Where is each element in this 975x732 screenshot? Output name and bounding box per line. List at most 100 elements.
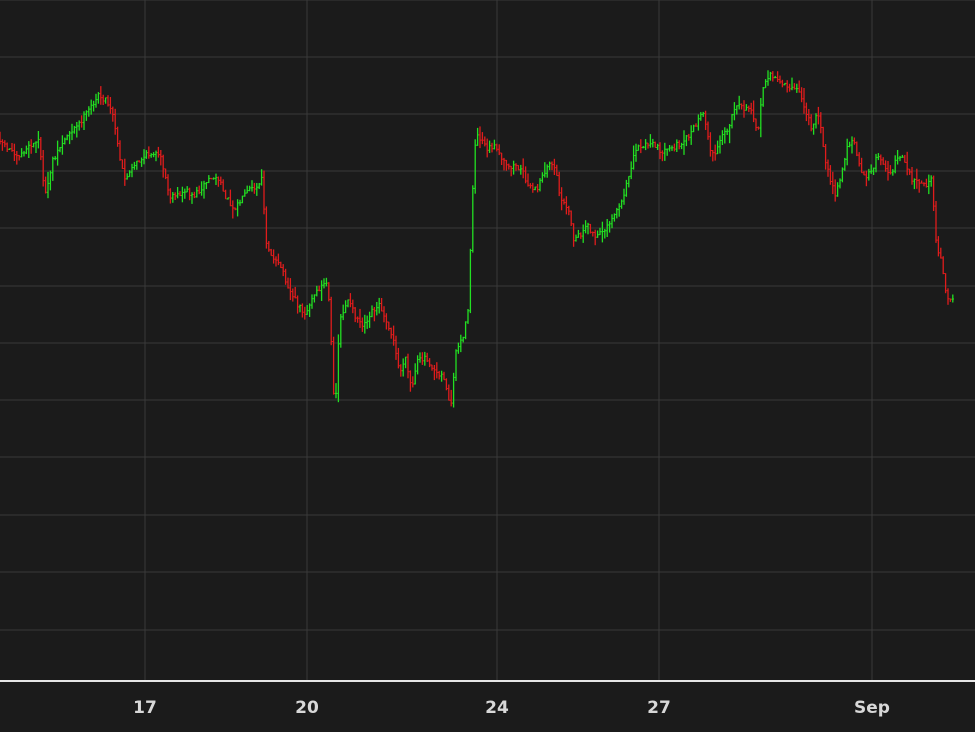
ohlc-bar [243, 189, 246, 197]
ohlc-bar [591, 231, 594, 237]
ohlc-bar [445, 378, 448, 391]
ohlc-bar [733, 102, 736, 121]
ohlc-bar [147, 146, 150, 159]
ohlc-bar [327, 282, 330, 302]
ohlc-bar [481, 132, 484, 145]
ohlc-bar [301, 303, 304, 318]
ohlc-bar [75, 122, 78, 138]
ohlc-bar [409, 370, 412, 392]
ohlc-bar [430, 364, 434, 371]
ohlc-bar [56, 140, 59, 166]
ohlc-bar [22, 150, 26, 157]
ohlc-bar [582, 224, 585, 243]
ohlc-bar [92, 100, 95, 112]
ohlc-bar [6, 142, 9, 152]
ohlc-bar [200, 181, 203, 196]
ohlc-bar [212, 177, 215, 180]
ohlc-bar [8, 148, 11, 150]
ohlc-bar [889, 165, 892, 175]
ohlc-bar [668, 145, 671, 152]
ohlc-bar [277, 253, 280, 266]
ohlc-bar [601, 221, 604, 243]
ohlc-bar [534, 186, 537, 191]
ohlc-bar [584, 220, 587, 234]
ohlc-bar [651, 138, 654, 148]
ohlc-bar [34, 141, 38, 153]
ohlc-bar [42, 150, 45, 187]
ohlc-bar [730, 114, 734, 129]
ohlc-bar [265, 206, 268, 249]
ohlc-bar [171, 192, 174, 203]
ohlc-bar [673, 143, 676, 152]
ohlc-bar [555, 164, 558, 177]
ohlc-bar [567, 205, 570, 216]
ohlc-bar [776, 71, 779, 82]
ohlc-bar [687, 133, 690, 141]
ohlc-bar [925, 178, 928, 188]
ohlc-bar [190, 192, 194, 204]
ohlc-bar [58, 147, 62, 153]
ohlc-bar [810, 114, 813, 132]
ohlc-bar [694, 123, 698, 127]
ohlc-bar [781, 79, 784, 88]
ohlc-bar [934, 201, 938, 243]
ohlc-bar [478, 126, 482, 149]
ohlc-bar [589, 223, 592, 234]
ohlc-bar [613, 213, 616, 222]
ohlc-bar [135, 160, 138, 170]
ohlc-bar [495, 143, 498, 152]
ohlc-bar [586, 222, 590, 235]
ohlc-bar [522, 158, 525, 179]
ohlc-bar [370, 305, 374, 318]
ohlc-bar [462, 336, 465, 343]
ohlc-bar [500, 152, 503, 165]
ohlc-bar [654, 141, 657, 148]
ohlc-bar [860, 157, 863, 174]
ohlc-bar [241, 195, 244, 204]
ohlc-bar [284, 268, 287, 285]
ohlc-bar [118, 140, 122, 161]
ohlc-bar [104, 97, 107, 104]
ohlc-bar [834, 179, 837, 202]
ohlc-bar [565, 196, 568, 215]
ohlc-bar [884, 160, 887, 172]
ohlc-bar [625, 179, 628, 197]
ohlc-bar [735, 105, 738, 115]
ohlc-bar [126, 173, 129, 180]
ohlc-bar [836, 182, 839, 197]
ohlc-bar [438, 370, 441, 380]
ohlc-bar [642, 146, 645, 149]
ohlc-bar [174, 192, 177, 200]
ohlc-bar [632, 145, 635, 170]
ohlc-bar [202, 180, 206, 199]
ohlc-bar [15, 151, 18, 165]
ohlc-bar [603, 228, 606, 239]
ohlc-bar [394, 335, 398, 360]
ohlc-bar [411, 376, 414, 388]
ohlc-bar [303, 306, 306, 320]
ohlc-bar [358, 308, 362, 328]
ohlc-bar [274, 256, 278, 267]
ohlc-bar [723, 127, 726, 144]
ohlc-bar [181, 186, 184, 203]
ohlc-bar [886, 161, 890, 181]
ohlc-bar [123, 158, 126, 186]
ohlc-bar [315, 285, 318, 297]
ohlc-bar [865, 170, 868, 187]
ohlc-bar [378, 297, 381, 314]
ohlc-bar [322, 278, 326, 289]
ohlc-bar [637, 144, 640, 151]
ohlc-bar [742, 100, 746, 118]
ohlc-bar [598, 227, 602, 236]
ohlc-bar [822, 126, 825, 148]
ohlc-bar [188, 187, 191, 201]
ohlc-bar [682, 130, 686, 155]
ohlc-bar [745, 104, 748, 111]
ohlc-bar [342, 304, 345, 321]
ohlc-bar [486, 138, 489, 158]
ohlc-bar [548, 161, 551, 171]
ohlc-bar [543, 162, 546, 178]
ohlc-bar [913, 178, 916, 190]
ohlc-bar [764, 79, 767, 89]
ohlc-bar [193, 191, 196, 199]
